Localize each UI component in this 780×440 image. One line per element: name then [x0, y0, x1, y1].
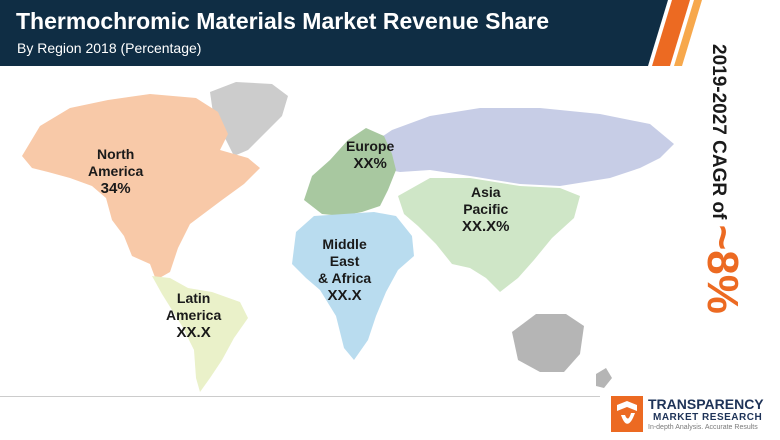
logo-subname: MARKET RESEARCH — [653, 412, 763, 423]
cagr-callout: 2019-2027 CAGR of ~8% — [698, 44, 770, 364]
region-value: XX.X% — [462, 218, 510, 235]
region-shape-north-america — [22, 94, 260, 280]
footer-divider — [0, 396, 600, 397]
cagr-text: 2019-2027 CAGR of ~8% — [693, 44, 747, 314]
region-name-line: & Africa — [318, 270, 372, 286]
region-label-europe: Europe XX% — [346, 138, 394, 172]
region-label-latin-america: Latin America XX.X — [166, 290, 221, 341]
region-value: XX.X — [176, 324, 211, 341]
page-title: Thermochromic Materials Market Revenue S… — [16, 8, 550, 34]
region-name-line: North — [96, 146, 135, 162]
region-label-asia-pacific: Asia Pacific XX.X% — [462, 184, 510, 235]
region-shape-russia — [362, 108, 674, 186]
logo-tagline: In-depth Analysis. Accurate Results — [648, 424, 758, 431]
region-label-north-america: North America 34% — [88, 146, 143, 197]
region-name-line: Asia — [470, 184, 501, 200]
cagr-value: ~8% — [698, 224, 747, 314]
cagr-label: 2019-2027 CAGR of — [707, 44, 729, 225]
region-shape-middle-east-africa — [292, 212, 414, 360]
region-shape-new-zealand — [596, 368, 612, 388]
region-name-line: East — [329, 253, 360, 269]
region-value: 34% — [100, 180, 131, 197]
region-shape-greenland — [210, 82, 288, 156]
header-background — [0, 0, 702, 66]
region-name-line: Latin — [176, 290, 211, 306]
region-name-line: Pacific — [463, 201, 509, 217]
region-shape-oceania — [512, 314, 584, 372]
region-shape-asia-pacific — [398, 178, 580, 292]
company-logo: TRANSPARENCY MARKET RESEARCH In-depth An… — [610, 393, 776, 437]
region-name-line: Middle — [322, 236, 367, 252]
region-shape-latin-america — [152, 276, 248, 392]
region-label-middle-east-africa: Middle East & Africa XX.X — [318, 236, 371, 304]
logo-name: TRANSPARENCY — [648, 396, 764, 412]
region-value: XX% — [353, 155, 387, 172]
region-name-line: America — [166, 307, 222, 323]
region-shape-europe — [304, 128, 396, 216]
page-subtitle: By Region 2018 (Percentage) — [17, 40, 202, 56]
world-map — [22, 82, 674, 392]
logo-mark-icon — [611, 396, 643, 432]
header-banner: Thermochromic Materials Market Revenue S… — [0, 0, 780, 66]
region-value: XX.X — [327, 287, 362, 304]
region-name-line: Europe — [346, 138, 395, 154]
region-name-line: America — [88, 163, 144, 179]
